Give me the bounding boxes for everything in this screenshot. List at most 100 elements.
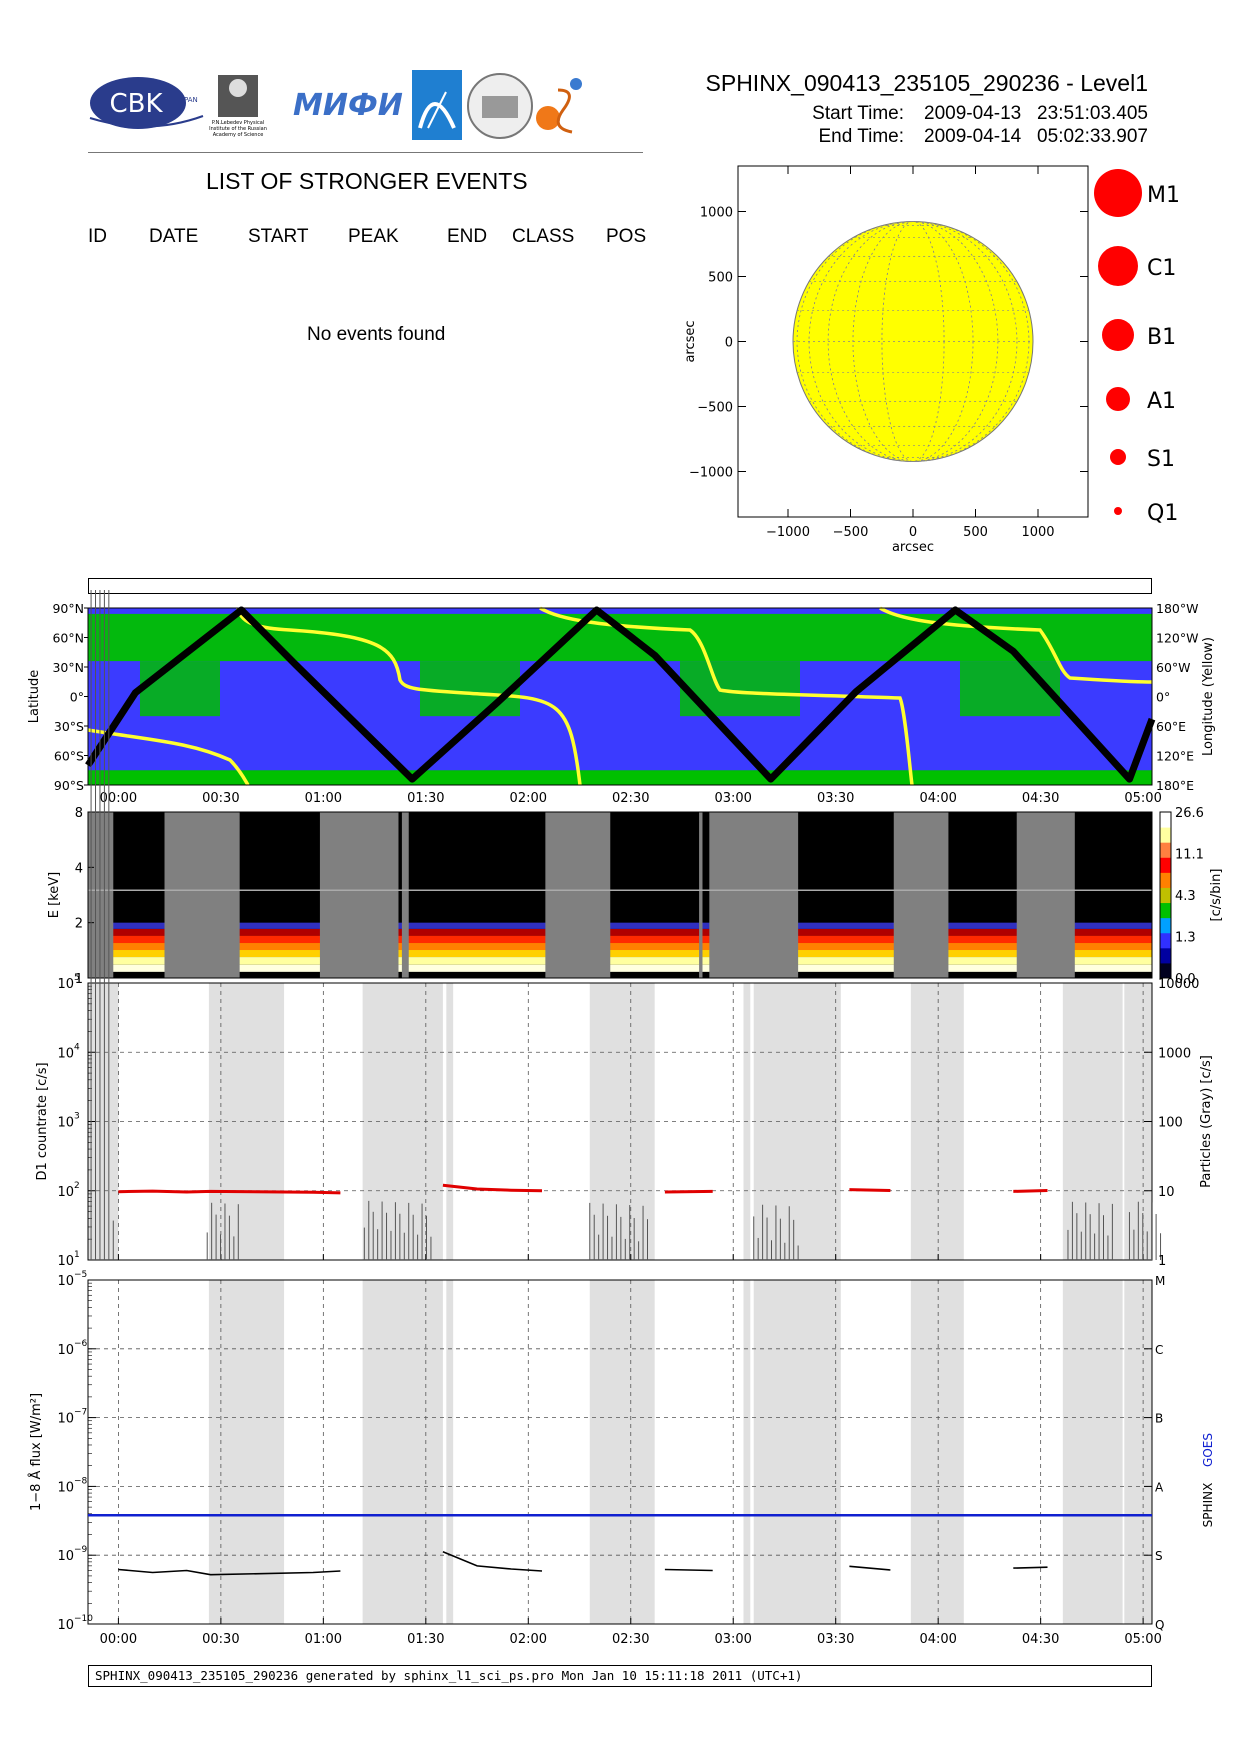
map-x-tick-label: 1000 (1021, 525, 1054, 540)
map-y-axis-label: arcsec (683, 320, 698, 362)
colorbar-segment (1160, 842, 1171, 858)
orbit-y-tick-label: 90°S (54, 778, 84, 793)
colorbar-segment (1160, 917, 1171, 934)
countrate-y-tick-label: 10 (57, 1046, 74, 1061)
orbit-time-tick-label: 01:00 (305, 791, 342, 806)
orbit-y-tick-label: 30°S (54, 719, 84, 734)
flux-time-tick-label: 04:00 (919, 1632, 956, 1647)
lebedev-logo: P.N.Lebedev Physical Institute of the Ru… (209, 75, 267, 138)
land-mass (420, 661, 520, 717)
spectrogram-y-tick-label: 2 (75, 917, 83, 932)
countrate-y2-tick-label: 1 (1158, 1254, 1166, 1269)
status-bar (88, 578, 1152, 594)
svg-text:МИФИ: МИФИ (293, 88, 403, 123)
orbit-time-tick-label: 02:00 (510, 791, 547, 806)
end-time-value: 2009-04-14 05:02:33.907 (924, 126, 1148, 147)
flux-y-tick-exponent: −5 (74, 1270, 87, 1280)
cbk-logo: CBK PAN (89, 77, 204, 129)
flux-shaded-interval (1124, 1280, 1152, 1624)
countrate-y2-tick-label: 10 (1158, 1185, 1175, 1200)
legend-b1-circle (1102, 319, 1134, 351)
flux-y-tick-label: 10 (57, 1274, 74, 1289)
header-rule (88, 152, 643, 153)
flux-y-tick-label: 10 (57, 1618, 74, 1633)
orbit-time-tick-label: 05:00 (1124, 791, 1161, 806)
legend-m1-label: M1 (1147, 183, 1180, 208)
flux-time-tick-label: 03:00 (714, 1632, 751, 1647)
solar-disk-map: −1000 −500 0 500 1000 −1000 −500 0 500 1000 arcsec… (683, 165, 1089, 555)
orbit-y2-tick-label: 180°W (1156, 601, 1198, 616)
countrate-y-tick-exponent: 3 (74, 1112, 80, 1122)
flux-time-tick-label: 02:30 (612, 1632, 649, 1647)
spectrum-band (88, 957, 1152, 965)
flux-time-tick-label: 03:30 (817, 1632, 854, 1647)
legend-b1-label: B1 (1147, 325, 1176, 350)
spectrum-band (88, 950, 1152, 958)
legend-b1: B1 (1102, 319, 1176, 351)
countrate-y-tick-label: 10 (57, 977, 74, 992)
start-time-label: Start Time: (812, 103, 904, 124)
longitude-track (87, 728, 250, 786)
svg-text:CBK: CBK (109, 89, 163, 119)
flux-class-label: M (1155, 1274, 1165, 1288)
colorbar-segment (1160, 902, 1171, 919)
flux-frame (87, 1279, 1153, 1625)
map-y-tick-label: 0 (725, 336, 733, 351)
svg-text:Institute of the Russian: Institute of the Russian (209, 126, 267, 132)
orbit-time-tick-label: 00:30 (202, 791, 239, 806)
legend-q1-label: Q1 (1147, 501, 1178, 526)
orbit-y2-tick-label: 120°E (1156, 749, 1194, 764)
flux-shaded-interval (446, 1280, 454, 1624)
orbit-time-tick-label: 03:30 (817, 791, 854, 806)
land-band-south (88, 770, 1152, 785)
spectrogram-frame (87, 811, 1153, 979)
flux-time-tick-label: 01:00 (305, 1632, 342, 1647)
particle-contamination-interval (401, 812, 409, 978)
spectrum-band (88, 928, 1152, 936)
orbit-y2-tick-label: 180°E (1156, 778, 1194, 793)
flux-class-label: B (1155, 1412, 1163, 1426)
legend-c1: C1 (1098, 246, 1176, 286)
longitude-track (879, 606, 1153, 684)
start-time-value: 2009-04-13 23:51:03.405 (924, 103, 1148, 124)
legend-q1-circle (1114, 507, 1122, 515)
sphinx-flux-line (118, 1551, 1048, 1576)
colorbar-segment (1160, 872, 1171, 888)
particle-contamination-interval (319, 812, 399, 978)
particle-contamination-interval (1016, 812, 1075, 978)
flux-y-tick-label: 10 (57, 1343, 74, 1358)
flux-shaded-interval (208, 1280, 285, 1624)
flux-y-tick-exponent: −8 (74, 1476, 88, 1486)
particle-contamination-interval (699, 812, 703, 978)
orbit-time-tick-label: 00:00 (100, 791, 137, 806)
colorbar-tick-label: 26.6 (1175, 806, 1204, 821)
col-pos: POS (606, 226, 647, 247)
countrate-y2-tick-label: 100 (1158, 1116, 1183, 1131)
svg-text:P.N.Lebedev Physical: P.N.Lebedev Physical (212, 120, 264, 126)
orbit-y-tick-label: 60°S (54, 749, 84, 764)
map-y-tick-label: 500 (708, 271, 733, 286)
flux-y2-label-sphinx: SPHINX (1201, 1483, 1215, 1528)
map-y-tick-label: 1000 (700, 206, 733, 221)
longitude-track (236, 607, 582, 786)
orbit-time-tick-label: 03:00 (714, 791, 751, 806)
orbit-time-tick-label: 02:30 (612, 791, 649, 806)
particle-contamination-interval (893, 812, 949, 978)
longitude-track (539, 606, 914, 786)
longitude-gridline (796, 221, 1030, 462)
logo-row: CBK PAN P.N.Lebedev Physical Institute o… (88, 70, 638, 150)
flux-y-tick-label: 10 (57, 1480, 74, 1495)
spectrum-band (88, 964, 1152, 972)
legend-c1-label: C1 (1147, 256, 1176, 281)
report-title: SPHINX_090413_235105_290236 - Level1 (705, 70, 1148, 96)
legend-c1-circle (1098, 246, 1138, 286)
particle-contamination-interval (545, 812, 611, 978)
flux-time-tick-label: 01:30 (407, 1632, 444, 1647)
colorbar-tick-label: 1.3 (1175, 931, 1196, 946)
flux-y-tick-exponent: −6 (74, 1339, 88, 1349)
svg-text:Academy of Science: Academy of Science (213, 132, 264, 138)
orbit-y2-tick-label: 0° (1156, 690, 1170, 705)
countrate-y-tick-label: 10 (57, 1254, 74, 1269)
countrate-series-line (118, 1183, 1048, 1195)
legend-m1-circle (1094, 169, 1142, 217)
